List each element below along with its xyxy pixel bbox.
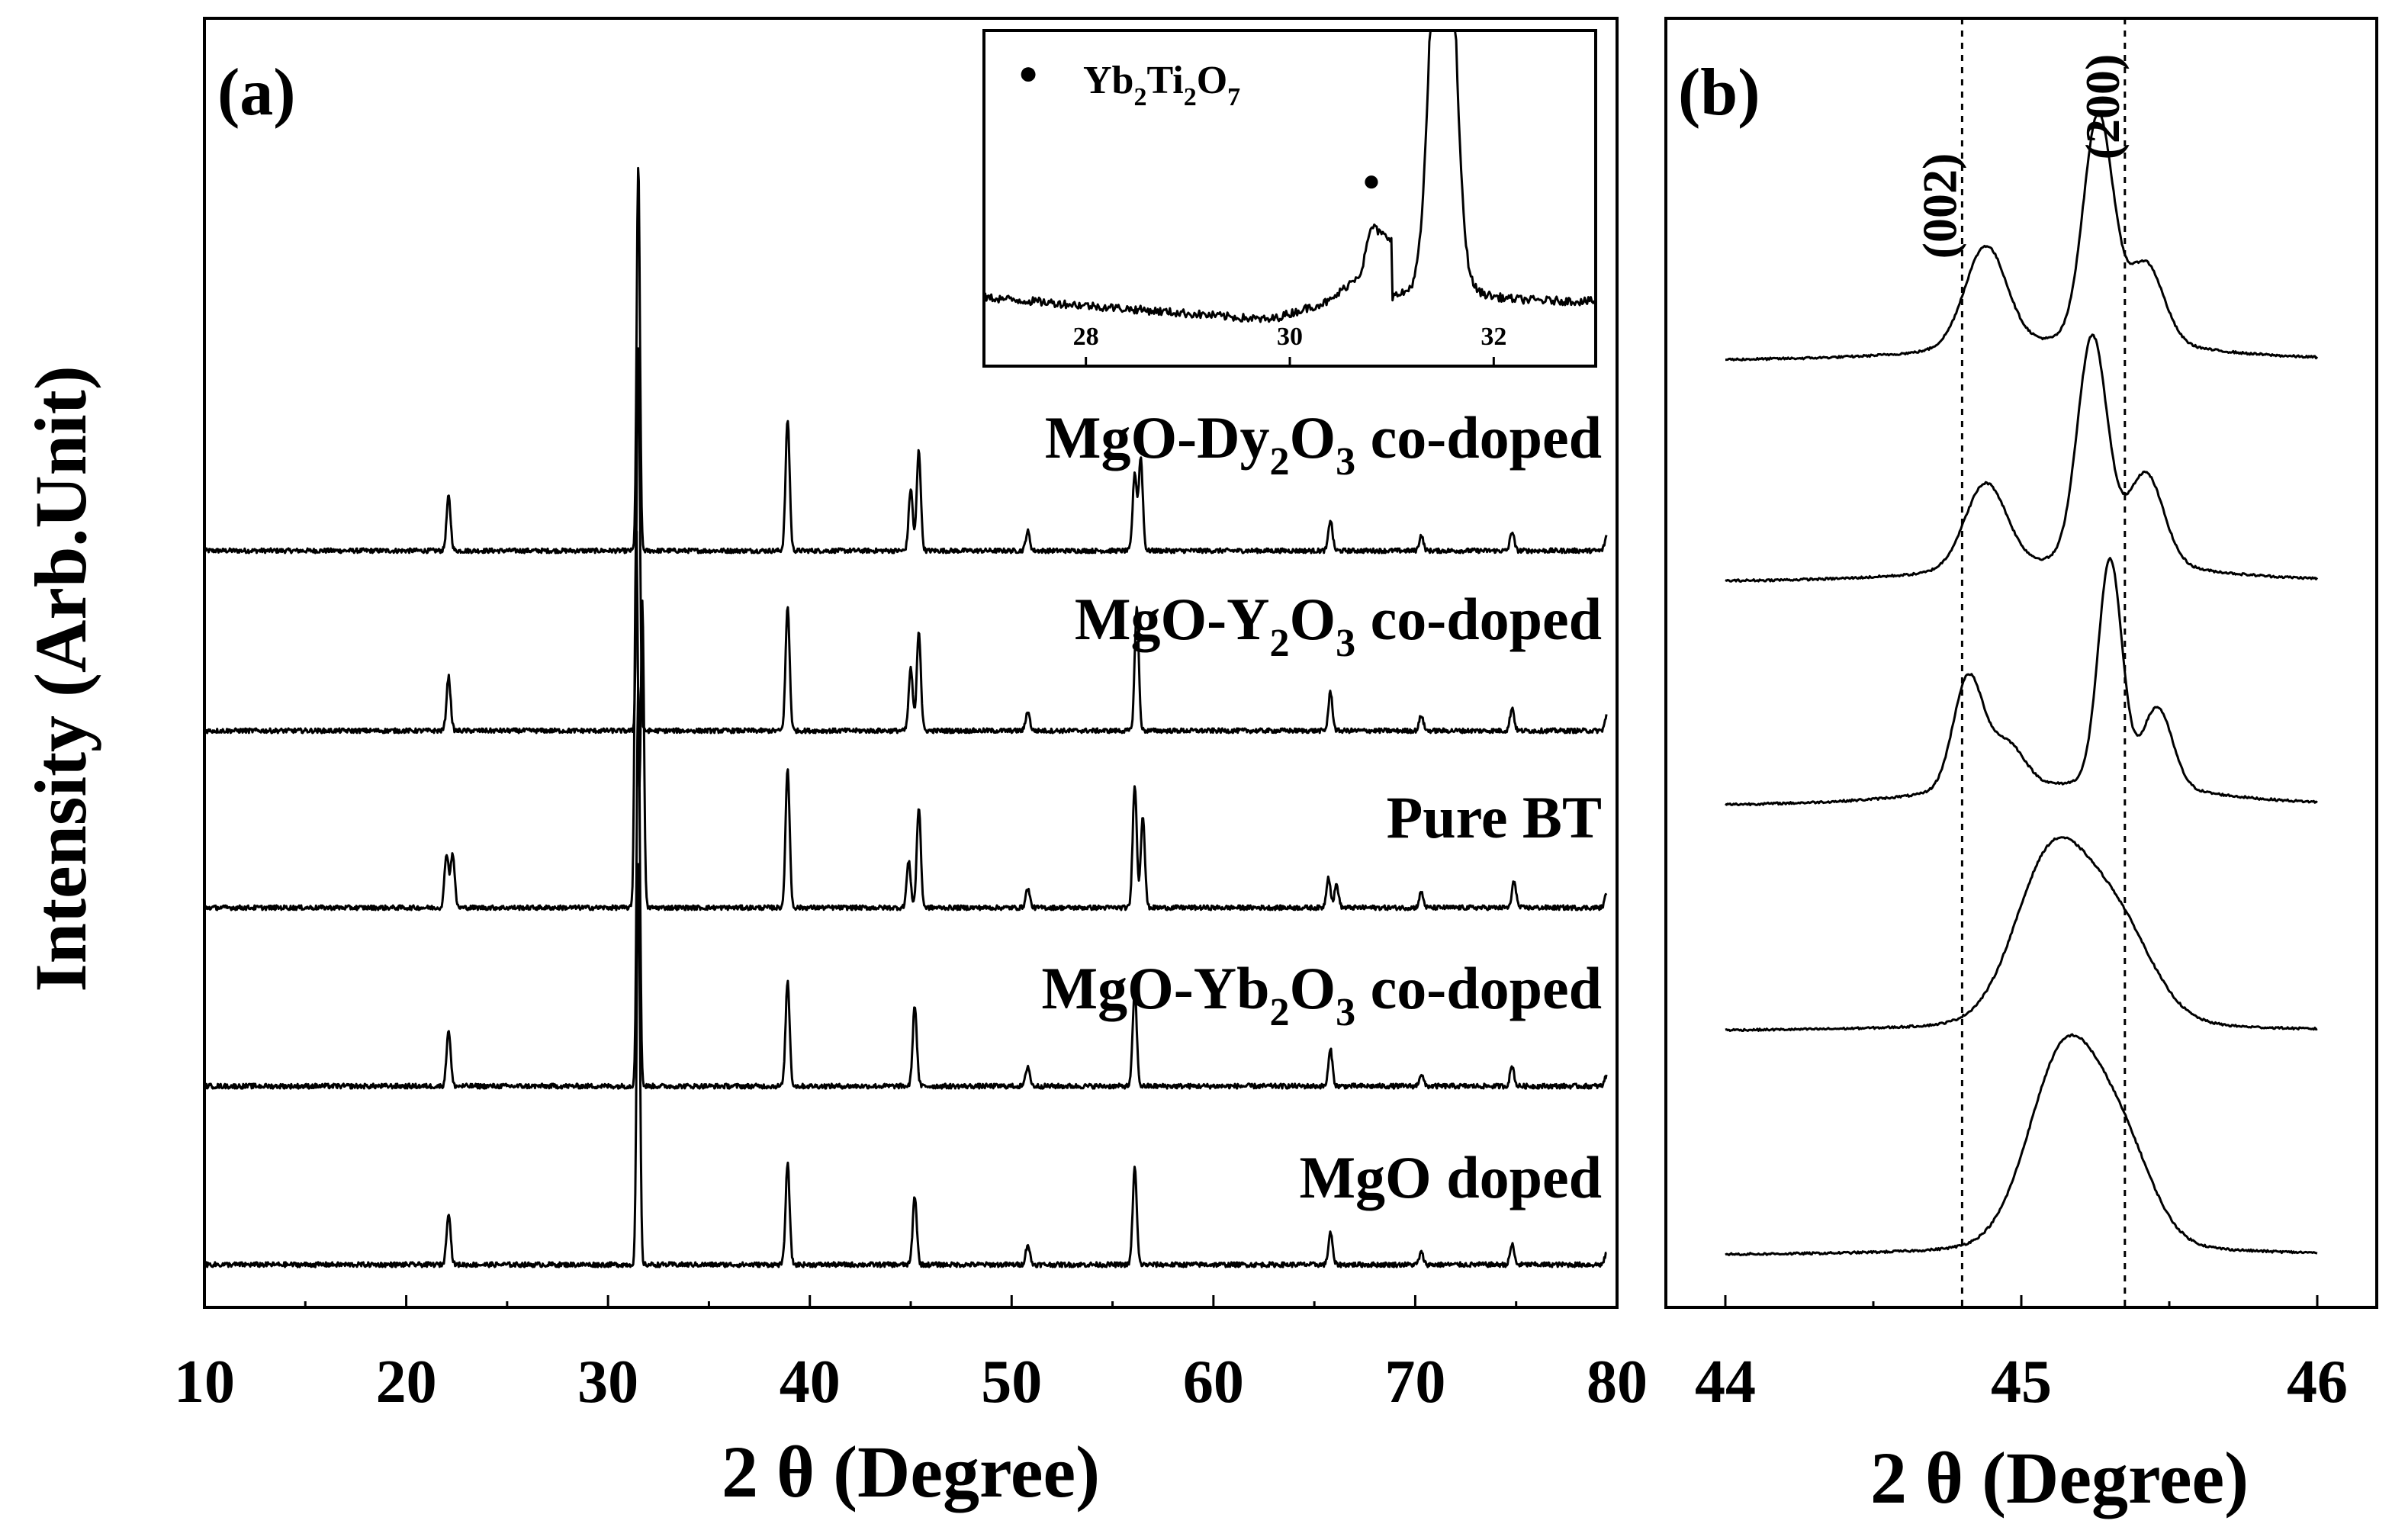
panel-b-frame xyxy=(1664,17,2378,1309)
trace-a-mgo-doped xyxy=(203,863,1607,1268)
panel-a-frame xyxy=(203,17,1619,1309)
inset-trace-line xyxy=(982,29,1596,323)
panel-a-x-axis: 10 20 30 40 50 60 70 80 xyxy=(174,1295,1648,1416)
series-label-pure-bt: Pure BT xyxy=(1387,784,1602,850)
trace-a-pure-bt xyxy=(204,529,1608,911)
panel-a: (a) MgO-Dy2O3 co-doped MgO-Y2O3 co-doped P… xyxy=(20,17,1648,1513)
trace-b-mgo-y2o3-co-doped xyxy=(1725,333,2319,584)
reference-label-200: (200) xyxy=(2075,54,2130,160)
inset-traces xyxy=(982,29,1596,323)
panel-b: (b) (002) (200) 44 45 46 2 θ (Degree) xyxy=(1664,17,2378,1519)
inset-tick-label-28: 28 xyxy=(1073,323,1099,351)
inset-tick-label-30: 30 xyxy=(1277,323,1303,351)
y-axis-title: Intensity (Arb.Unit) xyxy=(20,365,101,992)
inset: 28 30 32 ● Yb2Ti2O7 ● xyxy=(982,29,1597,368)
series-label-mgo-yb2o3-co-doped: MgO-Yb2O3 co-doped xyxy=(1041,955,1602,1034)
x-tick-label-a-30: 30 xyxy=(577,1349,638,1416)
trace-b-mgo-doped xyxy=(1725,1033,2318,1257)
panel-a-x-axis-title: 2 θ (Degree) xyxy=(722,1431,1100,1513)
x-tick-label-a-50: 50 xyxy=(981,1349,1042,1416)
x-tick-label-a-70: 70 xyxy=(1384,1349,1445,1416)
x-tick-label-b-45: 45 xyxy=(1991,1349,2052,1416)
panel-b-x-axis: 44 45 46 xyxy=(1695,1295,2348,1416)
x-tick-label-b-44: 44 xyxy=(1695,1349,1756,1416)
panel-a-traces xyxy=(203,166,1608,1268)
series-label-mgo-y2o3-co-doped: MgO-Y2O3 co-doped xyxy=(1075,586,1602,665)
inset-tick-label-32: 32 xyxy=(1481,323,1506,351)
trace-a-mgo-y2o3-co-doped xyxy=(203,347,1608,735)
trace-b-mgo-dy2o3-co-doped xyxy=(1725,111,2319,362)
panel-a-label: (a) xyxy=(217,56,296,130)
x-tick-label-a-80: 80 xyxy=(1587,1349,1648,1416)
series-label-mgo-doped: MgO doped xyxy=(1299,1144,1602,1210)
panel-a-series-labels: MgO-Dy2O3 co-doped MgO-Y2O3 co-doped Pure … xyxy=(1041,404,1602,1210)
reference-label-002: (002) xyxy=(1912,153,1966,259)
panel-b-reference-lines: (002) (200) xyxy=(1912,18,2130,1307)
inset-legend-label: Yb2Ti2O7 xyxy=(1083,59,1240,111)
x-tick-label-a-10: 10 xyxy=(174,1349,235,1416)
x-tick-label-b-46: 46 xyxy=(2287,1349,2348,1416)
panel-b-label: (b) xyxy=(1678,56,1760,130)
panel-b-traces xyxy=(1725,111,2319,1257)
x-tick-label-a-20: 20 xyxy=(376,1349,437,1416)
x-tick-label-a-40: 40 xyxy=(780,1349,841,1416)
trace-b-mgo-yb2o3-co-doped xyxy=(1725,836,2318,1032)
inset-x-axis: 28 30 32 xyxy=(1073,323,1506,366)
x-tick-label-a-60: 60 xyxy=(1183,1349,1244,1416)
trace-a-mgo-yb2o3-co-doped xyxy=(204,686,1608,1090)
series-label-mgo-dy2o3-co-doped: MgO-Dy2O3 co-doped xyxy=(1045,404,1602,484)
trace-a-mgo-dy2o3-co-doped xyxy=(203,166,1608,555)
panel-b-x-axis-title: 2 θ (Degree) xyxy=(1870,1437,2249,1519)
inset-peak-marker: ● xyxy=(1362,163,1381,198)
inset-legend-marker: ● xyxy=(1018,54,1039,92)
trace-b-pure-bt xyxy=(1725,557,2318,806)
